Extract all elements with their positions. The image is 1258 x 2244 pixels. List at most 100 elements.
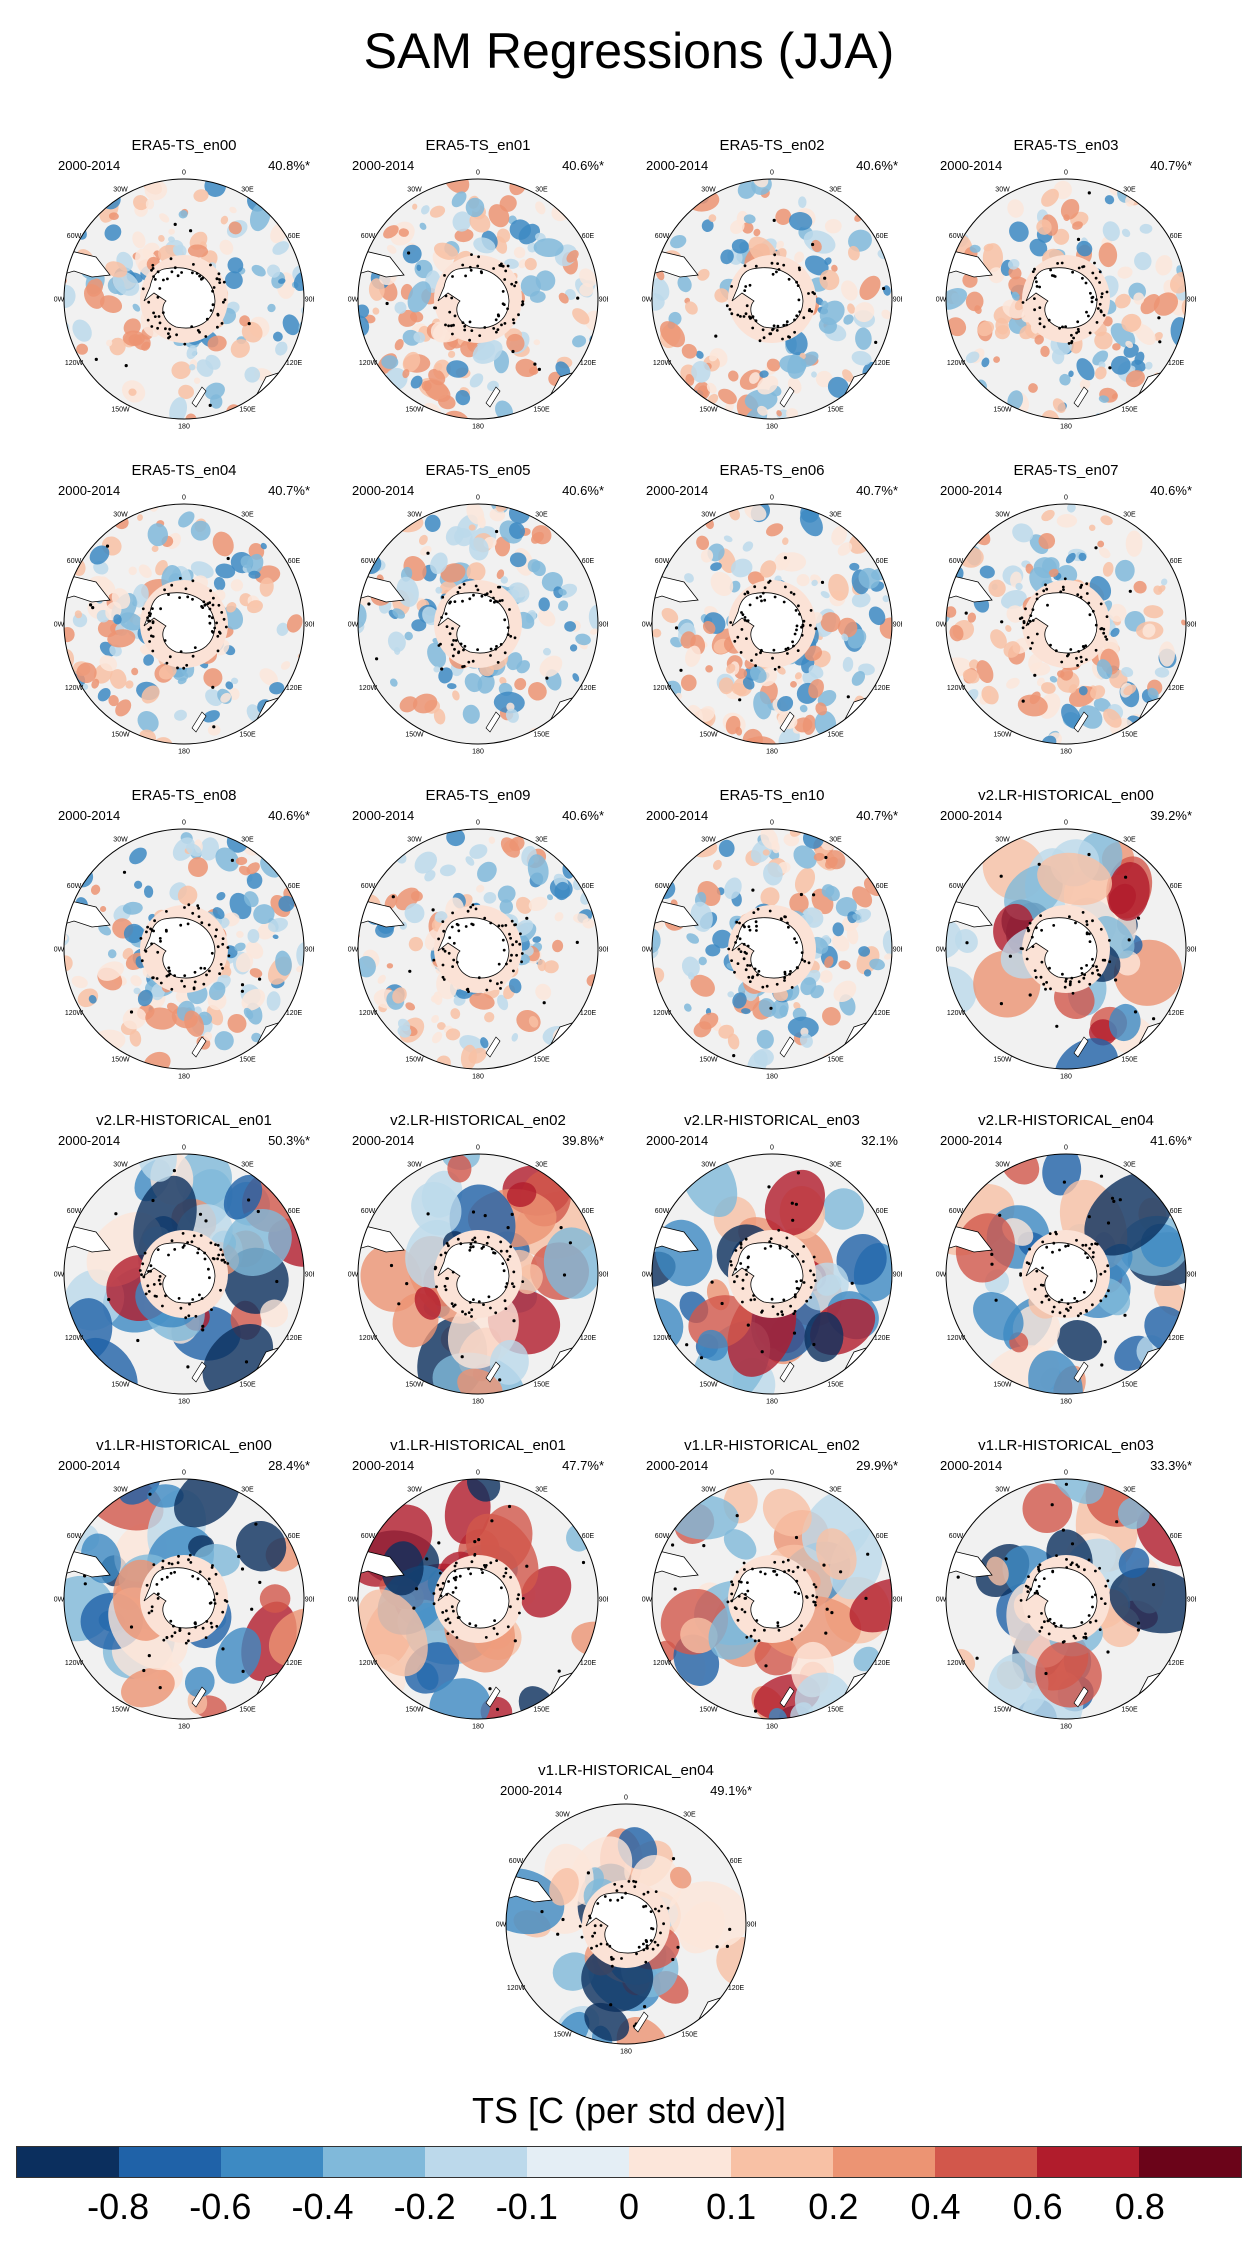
significance-dot: [455, 960, 459, 964]
longitude-label: 120E: [1168, 1335, 1185, 1342]
anomaly-patch: [776, 240, 785, 250]
panel-variance-percent: 40.6%*: [562, 158, 604, 173]
polar-map: 030E60E90E120E150E180150W120W90W60W30W: [496, 1795, 756, 2056]
significance-dot: [739, 1262, 743, 1265]
longitude-label: 90E: [1187, 297, 1196, 304]
significance-dot: [1044, 1671, 1048, 1676]
significance-dot: [190, 325, 194, 328]
panel-variance-percent: 40.6%*: [1150, 483, 1192, 498]
significance-dot: [1091, 271, 1095, 275]
anomaly-patch: [1098, 395, 1110, 403]
anomaly-patch: [1139, 223, 1153, 234]
significance-dot: [156, 1248, 160, 1251]
significance-dot: [588, 1914, 591, 1918]
significance-dot: [1082, 1636, 1086, 1639]
new-zealand-outline: [779, 386, 795, 408]
longitude-label: 120W: [653, 1010, 672, 1017]
anomaly-patch: [820, 612, 841, 633]
colorbar-tick-label: 0.6: [1012, 2186, 1063, 2227]
anomaly-patch: [965, 351, 980, 364]
significance-dot: [151, 621, 155, 625]
longitude-label: 30W: [701, 1162, 716, 1169]
longitude-label: 60W: [361, 558, 376, 565]
significance-dot: [644, 1960, 648, 1964]
significance-dot: [469, 268, 473, 272]
longitude-label: 30W: [407, 1162, 422, 1169]
significance-dot: [89, 603, 93, 607]
significance-dot: [470, 329, 474, 332]
anomaly-patch: [1034, 334, 1044, 345]
anomaly-patch: [151, 545, 159, 553]
anomaly-patch: [219, 239, 234, 255]
significance-dot: [1069, 648, 1073, 651]
significance-dot: [188, 1553, 192, 1557]
significance-dot: [763, 586, 767, 590]
africa-outline: [233, 1154, 257, 1163]
significance-dot: [1118, 1198, 1122, 1202]
significance-dot: [433, 306, 436, 310]
significance-dot: [505, 962, 508, 966]
significance-dot: [763, 598, 767, 602]
significance-dot: [752, 911, 756, 914]
longitude-label: 60E: [288, 1533, 301, 1540]
significance-dot: [470, 1315, 473, 1318]
anomaly-patch: [652, 928, 661, 954]
longitude-label: 150W: [111, 1382, 130, 1389]
map-boundary: [945, 1153, 1187, 1395]
significance-dot: [653, 1940, 657, 1944]
anomaly-patch: [1055, 564, 1078, 586]
significance-dot: [611, 1957, 615, 1961]
anomaly-patch: [741, 1008, 751, 1015]
anomaly-patch: [90, 884, 101, 895]
anomaly-patch: [397, 1018, 411, 1032]
anomaly-patch: [533, 339, 541, 346]
significance-dot: [477, 255, 480, 259]
new-zealand-outline: [485, 1036, 501, 1058]
significance-dot: [203, 1257, 207, 1261]
anomaly-patch: [394, 301, 407, 314]
significance-dot: [772, 1569, 775, 1573]
significance-dot: [793, 1293, 797, 1297]
significance-dot: [184, 1641, 188, 1645]
significance-dot: [633, 1885, 637, 1889]
significance-dot: [752, 1294, 755, 1297]
anomaly-patch: [841, 280, 858, 301]
significance-dot: [414, 1587, 419, 1591]
longitude-label: 30E: [1123, 1162, 1136, 1169]
significance-dot: [464, 925, 468, 928]
longitude-label: 60E: [582, 233, 595, 240]
anomaly-patch: [489, 1339, 529, 1385]
significance-dot: [480, 594, 484, 598]
anomaly-patch: [1005, 625, 1012, 632]
anomaly-patch: [572, 335, 587, 348]
longitude-label: 90W: [54, 1272, 65, 1279]
longitude-label: 60W: [67, 1533, 82, 1540]
anomaly-patch: [1159, 641, 1175, 667]
significance-dot: [158, 287, 162, 290]
new-zealand-outline: [779, 1361, 795, 1383]
colorbar-tick-label: 0: [618, 2186, 640, 2227]
anomaly-patch: [381, 355, 399, 369]
significance-dot: [744, 1237, 748, 1241]
significance-dot: [467, 1311, 471, 1314]
anomaly-patch: [387, 631, 406, 653]
significance-dot: [521, 1597, 525, 1600]
map-panel: ERA5-TS_en052000-201440.6%*030E60E90E120…: [348, 462, 608, 762]
significance-dot: [509, 959, 512, 963]
significance-dot: [609, 2003, 613, 2007]
significance-dot: [142, 1275, 146, 1279]
significance-dot: [1091, 1303, 1094, 1307]
anomaly-patch: [1098, 547, 1111, 559]
significance-dot: [450, 1605, 454, 1609]
colorbar-bin: [17, 2147, 119, 2177]
anomaly-patch: [1181, 619, 1186, 626]
longitude-label: 120E: [874, 1660, 891, 1667]
significance-dot: [459, 642, 463, 646]
longitude-label: 60W: [949, 1533, 964, 1540]
significance-dot: [518, 1611, 521, 1615]
significance-dot: [157, 315, 161, 318]
significance-dot: [1090, 1242, 1094, 1246]
colorbar-bin: [119, 2147, 221, 2177]
anomaly-patch: [775, 208, 792, 225]
colorbar: [16, 2146, 1242, 2178]
